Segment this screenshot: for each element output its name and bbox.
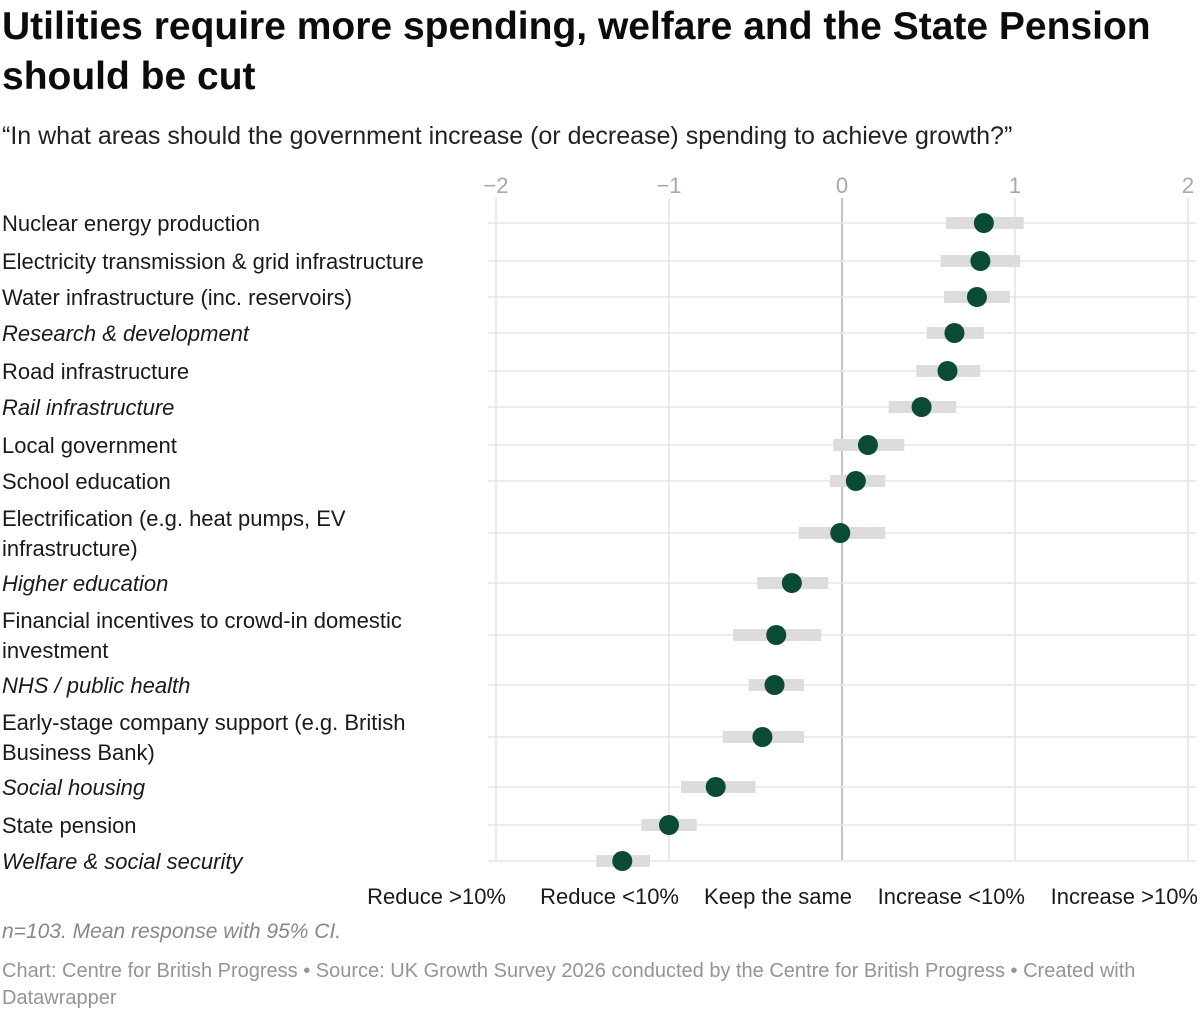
mean-dot bbox=[764, 675, 785, 695]
dot-range-chart: −2 −1 0 1 2 Nuclear energy production Electri… bbox=[2, 173, 1198, 909]
row-label: School education bbox=[2, 469, 171, 494]
mean-dot bbox=[857, 435, 878, 455]
chart-row: Road infrastructure bbox=[2, 359, 1196, 384]
row-label: Research & development bbox=[2, 321, 250, 346]
row-label: Rail infrastructure bbox=[2, 395, 174, 420]
mean-dot bbox=[752, 727, 773, 747]
row-label: Higher education bbox=[2, 571, 168, 596]
row-label: Social housing bbox=[2, 775, 146, 800]
chart-row: NHS / public health bbox=[2, 673, 1196, 698]
chart-row: Nuclear energy production bbox=[2, 211, 1196, 236]
mean-dot bbox=[973, 213, 994, 233]
mean-dot bbox=[659, 815, 679, 835]
chart-row: Electrification (e.g. heat pumps, EV infr… bbox=[2, 506, 1196, 561]
chart-row: Electricity transmission & grid infrastr… bbox=[2, 249, 1196, 274]
x-axis-ticks: −2 −1 0 1 2 bbox=[483, 173, 1194, 198]
row-label: Welfare & social security bbox=[2, 849, 244, 874]
mean-dot bbox=[766, 625, 787, 645]
row-label: State pension bbox=[2, 813, 137, 838]
row-label: Early-stage company support (e.g. Britis… bbox=[2, 710, 406, 765]
chart-row: Social housing bbox=[2, 775, 1196, 800]
row-label: Road infrastructure bbox=[2, 359, 189, 384]
chart-title: Utilities require more spending, welfare… bbox=[2, 5, 1151, 98]
row-label: Nuclear energy production bbox=[2, 211, 260, 236]
mean-dot bbox=[612, 851, 633, 871]
chart-row: Water infrastructure (inc. reservoirs) bbox=[2, 285, 1196, 310]
chart-subtitle: “In what areas should the government inc… bbox=[2, 122, 1013, 150]
row-label: NHS / public health bbox=[2, 673, 190, 698]
chart-row: Local government bbox=[2, 433, 1196, 458]
mean-dot bbox=[845, 471, 866, 491]
mean-dot bbox=[911, 397, 932, 417]
x-category-label: Keep the same bbox=[704, 884, 852, 909]
chart-row: Early-stage company support (e.g. Britis… bbox=[2, 710, 1196, 765]
x-category-label: Increase >10% bbox=[1051, 884, 1198, 909]
x-axis-category-labels: Reduce >10% Reduce <10% Keep the same Incre… bbox=[367, 884, 1198, 909]
x-tick-label: −2 bbox=[483, 173, 508, 198]
x-tick-label: −1 bbox=[656, 173, 681, 198]
row-label: Electricity transmission & grid infrastr… bbox=[2, 249, 424, 274]
chart-row: Research & development bbox=[2, 321, 1196, 346]
x-tick-label: 2 bbox=[1182, 173, 1194, 198]
x-category-label: Reduce <10% bbox=[540, 884, 679, 909]
chart-row: State pension bbox=[2, 813, 1196, 838]
mean-dot bbox=[944, 323, 965, 343]
row-label: Local government bbox=[2, 433, 177, 458]
chart-footer: Chart: Centre for British Progress • Sou… bbox=[2, 960, 1136, 1009]
chart-note: n=103. Mean response with 95% CI. bbox=[2, 920, 342, 943]
x-category-label: Reduce >10% bbox=[367, 884, 506, 909]
chart-row: School education bbox=[2, 469, 1196, 494]
row-label: Financial incentives to crowd-in domesti… bbox=[2, 608, 402, 663]
row-label: Electrification (e.g. heat pumps, EV infr… bbox=[2, 506, 346, 561]
mean-dot bbox=[937, 361, 958, 381]
mean-dot bbox=[970, 251, 991, 271]
chart-rows: Nuclear energy production Electricity tra… bbox=[2, 211, 1196, 874]
x-tick-label: 1 bbox=[1009, 173, 1021, 198]
chart-row: Financial incentives to crowd-in domesti… bbox=[2, 608, 1196, 663]
chart-row: Higher education bbox=[2, 571, 1196, 596]
x-category-label: Increase <10% bbox=[878, 884, 1025, 909]
row-label: Water infrastructure (inc. reservoirs) bbox=[2, 285, 352, 310]
mean-dot bbox=[966, 287, 987, 307]
chart-row: Rail infrastructure bbox=[2, 395, 1196, 420]
chart-row: Welfare & social security bbox=[2, 849, 1196, 874]
mean-dot bbox=[781, 573, 802, 593]
mean-dot bbox=[705, 777, 726, 797]
mean-dot bbox=[830, 523, 851, 543]
x-tick-label: 0 bbox=[836, 173, 848, 198]
